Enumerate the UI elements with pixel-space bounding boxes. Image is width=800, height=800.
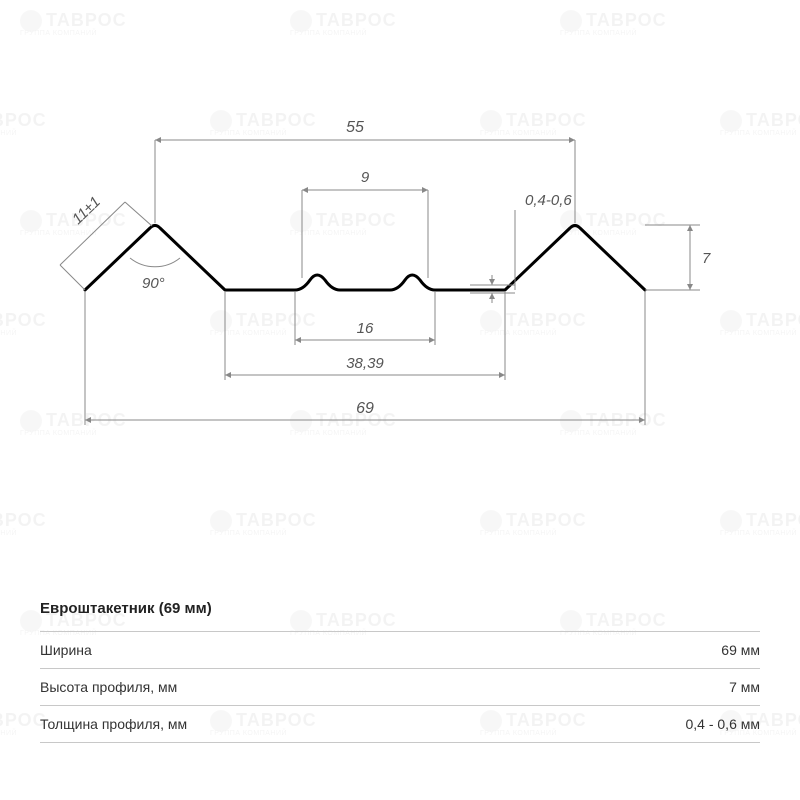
spec-label: Ширина [40,642,92,658]
dim-height: 7 [702,250,711,267]
dim-bump-top: 9 [361,169,370,186]
dim-full-span: 69 [356,400,374,417]
dim-angle: 90° [142,275,165,292]
spec-label: Толщина профиля, мм [40,716,187,732]
dim-bump-span: 16 [357,320,374,337]
dim-top-span: 55 [346,119,364,136]
specs-table: Евроштакетник (69 мм) Ширина 69 мм Высот… [40,600,760,743]
dim-slope: 11±1 [69,193,104,228]
dim-thickness: 0,4-0,6 [525,192,572,209]
spec-value: 7 мм [729,679,760,695]
spec-row: Ширина 69 мм [40,631,760,668]
profile-diagram: 90° 11±1 55 9 0,4-0,6 7 [40,80,760,480]
dim-mid-span: 38,39 [346,355,384,372]
spec-row: Высота профиля, мм 7 мм [40,668,760,705]
specs-title: Евроштакетник (69 мм) [40,600,760,617]
spec-row: Толщина профиля, мм 0,4 - 0,6 мм [40,705,760,743]
spec-value: 0,4 - 0,6 мм [685,716,760,732]
spec-label: Высота профиля, мм [40,679,177,695]
spec-value: 69 мм [721,642,760,658]
